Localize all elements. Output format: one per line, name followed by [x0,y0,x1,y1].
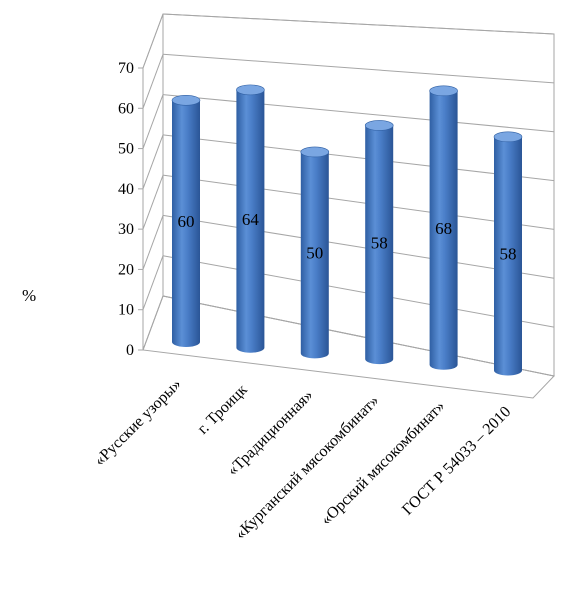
bar-cylinder [364,120,394,365]
gridline-side [142,13,164,69]
gridline-back [162,13,555,35]
gridline-back [162,214,555,279]
data-labels: 60 64 50 58 68 58 [178,210,517,264]
gridline-back [162,295,555,377]
bar-top [300,146,330,158]
data-label: 64 [242,210,260,229]
y-tick-label: 30 [118,221,134,238]
gridline-side [142,174,164,230]
bar-body [494,136,522,376]
y-axis-label: % [22,286,36,305]
gridline-side [142,255,164,310]
bar-cylinder [429,85,458,370]
bar-top [364,120,394,131]
gridline-back [162,94,555,133]
bar-cylinder [300,146,330,359]
y-tick-label: 70 [118,60,134,77]
data-label: 50 [306,244,323,263]
gridline-back [162,134,555,182]
data-label: 58 [500,245,517,264]
bar-cylinder [493,131,523,376]
bar-body [300,151,329,359]
category-label: «Курганский мясокомбинат» [232,392,383,543]
category-label: «Орский мясокомбинат» [318,398,449,529]
y-tick-label: 10 [118,302,134,319]
floor [142,295,555,399]
chart-walls [142,13,555,399]
bar-top [236,84,265,96]
gridline-back [162,174,555,230]
bar-top [171,94,201,106]
bar-body [172,100,200,348]
bar-cylinder [236,84,265,353]
gridline-side [142,94,164,149]
bar-top [429,85,458,97]
gridlines [138,13,555,377]
gridline-side [142,134,164,190]
y-axis-ticks: 0 10 20 30 40 50 60 70 [118,60,134,359]
y-tick-label: 60 [118,100,134,117]
gridline-back [162,255,555,328]
y-tick-label: 50 [118,141,134,158]
bars [171,84,523,376]
bar-body [429,90,458,370]
bar-body [365,125,394,365]
gridline-side [142,54,164,109]
category-label: «Русские узоры» [91,376,185,470]
gridline-side [142,295,164,351]
gridline-back [162,53,555,84]
bar-body [236,89,265,353]
y-tick-label: 0 [126,342,134,359]
y-tick-label: 40 [118,181,134,198]
bar-cylinder [171,94,201,348]
data-label: 58 [371,233,388,252]
data-label: 68 [435,219,452,238]
bar-top [493,131,523,143]
gridline-side [142,215,164,270]
data-label: 60 [178,212,195,231]
category-label: г. Троицк [194,381,251,438]
y-tick-label: 20 [118,261,134,278]
x-axis-categories: «Русские узоры» г. Троицк«Традиционная»«К… [91,376,514,543]
